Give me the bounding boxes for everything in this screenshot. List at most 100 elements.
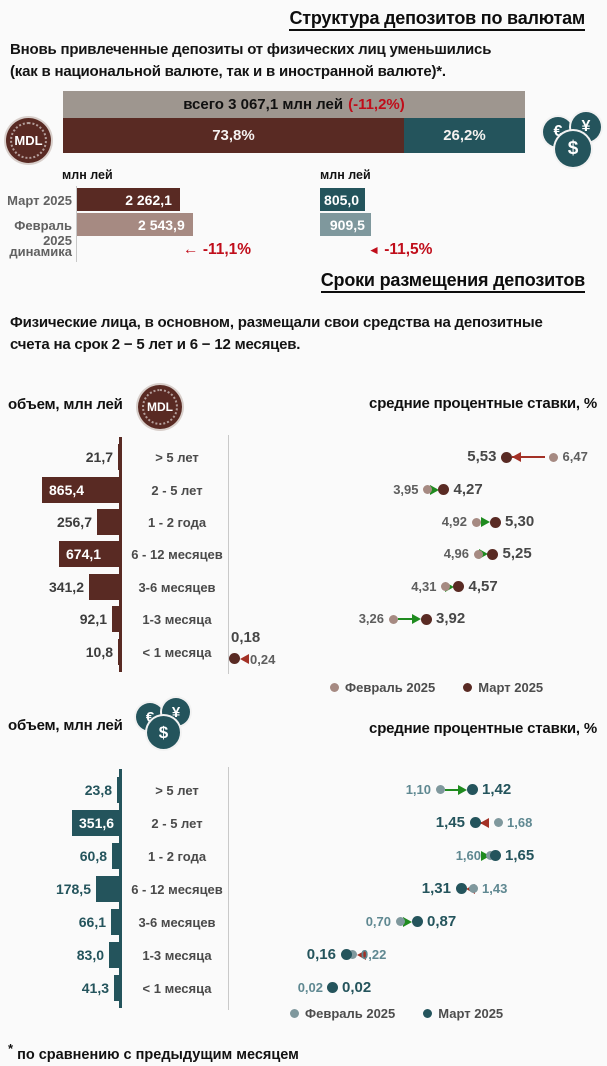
mar-dot-icon xyxy=(420,613,432,625)
bar-value-label: 341,2 xyxy=(48,578,84,595)
rate-feb-label: 1,43 xyxy=(482,880,508,896)
decrease-arrow-icon xyxy=(480,817,489,828)
bar-value-label: 10,8 xyxy=(85,643,113,660)
rate-mar-label: 4,57 xyxy=(468,577,498,595)
rate-mar-label: 4,27 xyxy=(453,480,483,498)
category-label: 1 - 2 года xyxy=(147,515,207,530)
increase-arrow-icon xyxy=(458,784,467,795)
legend-mar-label: Март 2025 xyxy=(478,680,544,695)
mdl-dyn-value: -11,1% xyxy=(202,241,252,258)
total-bar: всего 3 067,1 млн лей (-11,2%) xyxy=(63,91,525,118)
mdl-coin-icon: MDL xyxy=(6,118,51,163)
fx-dyn-value: -11,5% xyxy=(384,241,433,258)
bar-value-label: 674,1 xyxy=(66,546,102,563)
decrease-arrow-icon xyxy=(240,653,249,664)
category-label: < 1 месяца xyxy=(142,644,212,660)
fx-coins-icon: € ¥ $ xyxy=(540,108,607,173)
section2-title: Сроки размещения депозитов xyxy=(320,270,585,293)
mdl-feb-bar: 2 543,9 xyxy=(77,213,193,236)
mar-dot-icon xyxy=(438,484,449,496)
mdl-share-segment: 73,8% xyxy=(63,118,404,153)
bar-value-label: 351,6 xyxy=(79,814,115,831)
legend-item-feb-fx: Февраль 2025 xyxy=(290,1006,395,1021)
bar xyxy=(112,842,120,869)
bar xyxy=(111,908,120,935)
feb-dot-icon xyxy=(347,950,357,959)
mdl-coin-text: MDL xyxy=(10,122,47,159)
rate-mar-label: 0,18 xyxy=(231,628,261,646)
rate-mar-label: 5,25 xyxy=(502,545,532,563)
mar-dot-icon xyxy=(489,516,501,528)
fx-feb-value: 909,5 xyxy=(329,216,365,233)
feb-dot-icon xyxy=(395,917,405,926)
rate-mar-label: 1,45 xyxy=(435,813,465,831)
increase-arrow-icon xyxy=(481,850,490,861)
mdl_volumes-axis-line xyxy=(118,437,122,672)
fx-legend: Февраль 2025 Март 2025 xyxy=(290,1006,503,1021)
fx-coins-icon-2: € ¥ $ xyxy=(133,694,197,756)
rate-feb-label: 6,47 xyxy=(562,449,588,465)
rate-mar-label: 0,87 xyxy=(427,912,457,930)
mar-dot-icon xyxy=(463,683,473,692)
category-label: < 1 месяца xyxy=(142,980,212,996)
increase-arrow-icon xyxy=(412,614,421,625)
increase-arrow-icon xyxy=(403,916,412,927)
rate-mar-label: 1,65 xyxy=(505,846,535,864)
intro-paragraph-2: Физические лица, в основном, размещали с… xyxy=(10,312,543,355)
fx-unit-label: млн лей xyxy=(320,168,371,182)
rate-mar-label: 5,53 xyxy=(467,448,497,466)
total-change-label: (-11,2%) xyxy=(348,96,405,113)
bar-value-label: 92,1 xyxy=(79,611,107,628)
rate-feb-label: 4,92 xyxy=(441,514,467,529)
increase-arrow-icon xyxy=(444,581,454,592)
bar xyxy=(109,941,120,968)
rate-feb-label: 1,60 xyxy=(455,847,481,863)
mar-dot-icon xyxy=(469,817,481,828)
legend-mar-label-fx: Март 2025 xyxy=(438,1006,504,1021)
rate-feb-label: 3,26 xyxy=(358,611,384,627)
arrow-line xyxy=(405,920,408,923)
feb-dot-icon xyxy=(441,582,450,592)
category-label: 1-3 месяца xyxy=(142,947,212,963)
feb-dot-icon xyxy=(468,884,478,893)
rate-mar-label: 1,42 xyxy=(482,780,512,798)
fx-rates-axis-label: средние процентные ставки, % xyxy=(369,720,597,737)
dollar-coin-icon-2: $ xyxy=(147,716,180,749)
category-label: > 5 лет xyxy=(155,450,199,466)
total-amount-label: всего 3 067,1 млн лей xyxy=(183,96,344,113)
mar-dot-icon xyxy=(489,850,501,861)
bar-value-label: 83,0 xyxy=(76,946,104,963)
feb-dot-icon xyxy=(423,485,432,495)
fx-share-label: 26,2% xyxy=(443,127,486,144)
arrow-line xyxy=(481,521,486,523)
intro2-line1: Физические лица, в основном, размещали с… xyxy=(10,314,543,331)
mar-dot-icon xyxy=(453,581,464,593)
intro2-line2: счета на срок 2 − 5 лет и 6 − 12 месяцев… xyxy=(10,335,301,353)
feb-dot-icon xyxy=(471,517,481,527)
fx_volumes-divider xyxy=(228,767,229,1010)
bar xyxy=(42,476,120,503)
bar-value-label: 256,7 xyxy=(56,514,92,530)
mdl-rates-axis-label: средние процентные ставки, % xyxy=(369,395,597,412)
feb-dot-icon xyxy=(330,683,339,692)
legend-feb-label: Февраль 2025 xyxy=(345,680,436,695)
bar-value-label: 60,8 xyxy=(79,847,107,864)
intro1-line2: (как в национальной валюте, так и в инос… xyxy=(10,62,446,80)
rate-feb-label: 4,96 xyxy=(443,546,469,562)
mar-dot-icon xyxy=(340,949,352,960)
mdl-coin-icon-2: MDL xyxy=(138,385,182,429)
rate-mar-label: 5,30 xyxy=(505,513,535,530)
rate-feb-label: 0,24 xyxy=(250,651,276,667)
mdl-legend: Февраль 2025 Март 2025 xyxy=(330,680,543,695)
bar xyxy=(114,974,120,1001)
mar-dot-icon xyxy=(466,784,478,795)
mdl-dynamics: ← -11,1% xyxy=(183,241,251,259)
fx-share-segment: 26,2% xyxy=(403,118,525,153)
bar xyxy=(97,509,120,535)
bar xyxy=(96,875,120,902)
intro1-line1: Вновь привлеченные депозиты от физически… xyxy=(10,41,492,58)
decrease-arrow-icon xyxy=(511,452,521,463)
bar xyxy=(72,809,120,836)
mdl-march-bar: 2 262,1 xyxy=(77,188,180,211)
